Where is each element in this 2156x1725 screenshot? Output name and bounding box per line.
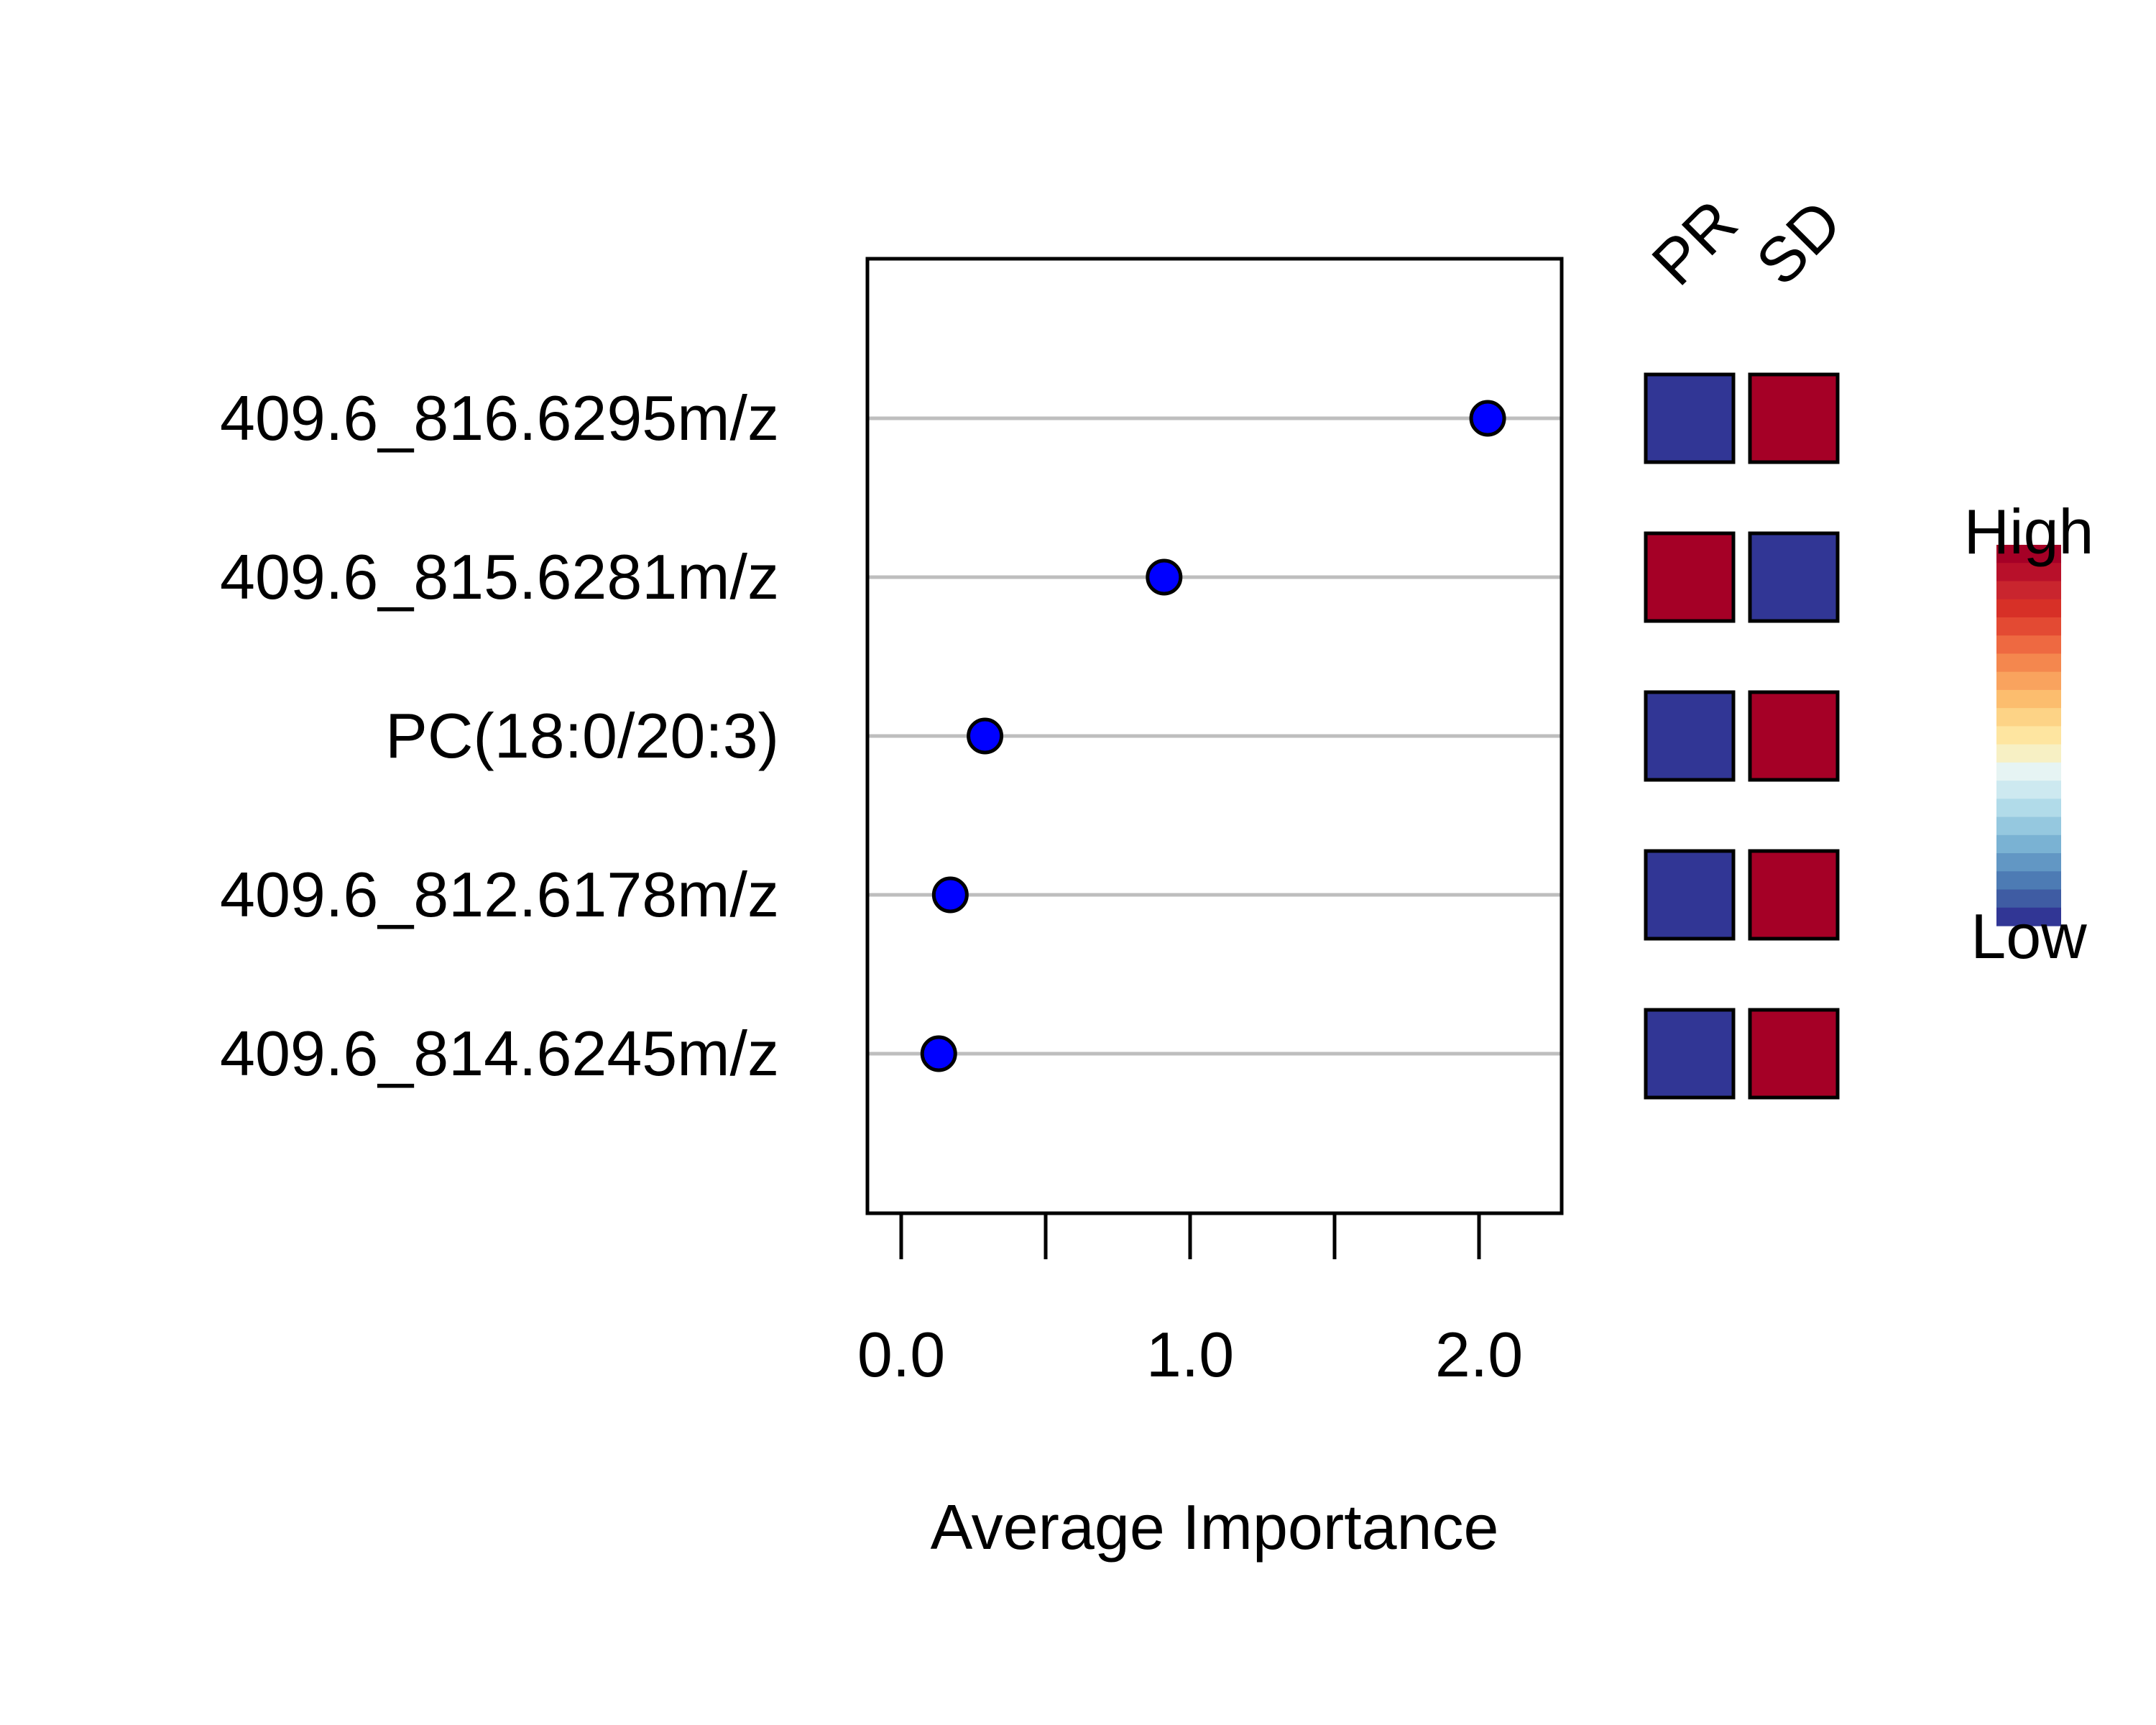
row-label: PC(18:0/20:3) xyxy=(385,700,779,771)
legend-swatch xyxy=(1996,853,2061,872)
row-label: 409.6_815.6281m/z xyxy=(220,541,779,612)
legend-swatch xyxy=(1996,871,2061,891)
heatmap-cell xyxy=(1644,1008,1736,1100)
legend-swatch xyxy=(1996,671,2061,691)
heatmap-cell xyxy=(1748,849,1840,941)
heatmap-cell xyxy=(1748,1008,1840,1100)
legend-swatch xyxy=(1996,726,2061,745)
color-legend: High Low xyxy=(1964,496,2094,972)
legend-colorbar xyxy=(1996,545,2061,926)
data-point xyxy=(1146,558,1183,596)
legend-swatch xyxy=(1996,545,2061,564)
x-tick-label: 2.0 xyxy=(1435,1319,1523,1390)
legend-swatch xyxy=(1996,799,2061,818)
x-axis: 0.0 1.0 2.0 xyxy=(857,1213,1523,1390)
row-label: 409.6_812.6178m/z xyxy=(220,859,779,930)
heatmap-column-label: SD xyxy=(1742,186,1854,298)
heatmap-column-label: PR xyxy=(1638,186,1750,298)
legend-swatch xyxy=(1996,744,2061,763)
data-point xyxy=(1469,400,1506,437)
legend-swatch xyxy=(1996,635,2061,655)
legend-swatch xyxy=(1996,599,2061,618)
heatmap-cell xyxy=(1644,531,1736,623)
x-tick-labels: 0.0 1.0 2.0 xyxy=(857,1319,1523,1390)
data-points xyxy=(920,400,1506,1072)
legend-swatch xyxy=(1996,653,2061,673)
data-point xyxy=(920,1035,957,1072)
legend-swatch xyxy=(1996,563,2061,582)
data-point xyxy=(931,876,969,914)
heatmap-cells xyxy=(1644,372,1840,1100)
x-axis-title: Average Importance xyxy=(931,1491,1499,1563)
legend-swatch xyxy=(1996,689,2061,709)
legend-swatch xyxy=(1996,617,2061,636)
x-tick-label: 0.0 xyxy=(857,1319,945,1390)
row-labels: 409.6_816.6295m/z 409.6_815.6281m/z PC(18:… xyxy=(220,382,779,1089)
row-label: 409.6_816.6295m/z xyxy=(220,382,779,454)
legend-swatch xyxy=(1996,907,2061,926)
heatmap-cell xyxy=(1644,372,1736,464)
legend-swatch xyxy=(1996,762,2061,781)
x-tick-label: 1.0 xyxy=(1146,1319,1234,1390)
legend-high-label: High xyxy=(1964,496,2094,567)
legend-swatch xyxy=(1996,834,2061,854)
legend-swatch xyxy=(1996,816,2061,836)
legend-swatch xyxy=(1996,708,2061,727)
data-point xyxy=(967,717,1004,755)
x-ticks xyxy=(899,1213,1481,1259)
heatmap-cell xyxy=(1748,690,1840,782)
legend-swatch xyxy=(1996,581,2061,600)
heatmap-cell xyxy=(1644,849,1736,941)
row-label: 409.6_814.6245m/z xyxy=(220,1018,779,1089)
legend-swatch xyxy=(1996,781,2061,799)
heatmap-cell xyxy=(1644,690,1736,782)
legend-swatch xyxy=(1996,889,2061,908)
plot-frame xyxy=(865,257,1564,1215)
heatmap-cell xyxy=(1748,531,1840,623)
heatmap-cell xyxy=(1748,372,1840,464)
legend-low-label: Low xyxy=(1971,901,2087,972)
